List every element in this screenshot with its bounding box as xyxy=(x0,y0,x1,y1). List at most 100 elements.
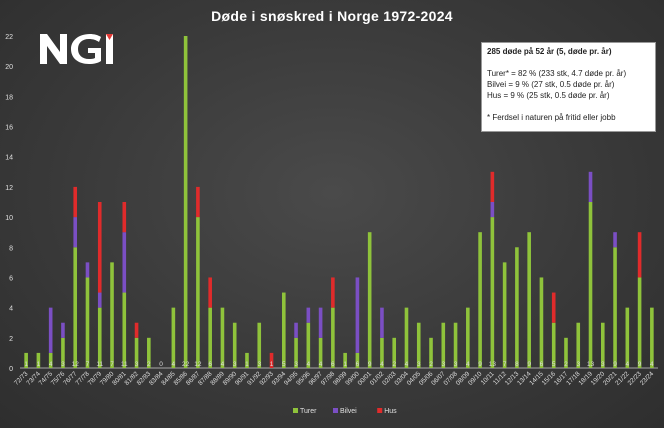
bar-segment-turer xyxy=(343,352,347,368)
y-tick-label: 20 xyxy=(5,64,13,71)
bar-segment-turer xyxy=(48,352,53,368)
bar-total-label: 0 xyxy=(159,361,163,368)
y-tick-label: 8 xyxy=(9,245,13,252)
bar-segment-turer xyxy=(36,352,41,368)
bar-segment-turer xyxy=(97,307,102,368)
bar-total-label: 4 xyxy=(650,361,654,368)
bar-total-label: 4 xyxy=(172,361,176,368)
y-tick-label: 6 xyxy=(9,275,13,282)
bar-total-label: 6 xyxy=(331,361,335,368)
bar-segment-turer xyxy=(147,337,151,368)
legend-swatch-bilvei xyxy=(333,408,338,413)
bar-total-label: 3 xyxy=(441,361,445,368)
bar-segment-turer xyxy=(232,322,237,368)
bar-total-label: 3 xyxy=(417,361,421,368)
bar-segment-bilvei xyxy=(73,217,78,248)
bar-total-label: 3 xyxy=(576,361,580,368)
bar-segment-turer xyxy=(367,232,372,368)
y-tick-label: 2 xyxy=(9,336,13,343)
bar-total-label: 3 xyxy=(454,361,458,368)
bar-total-label: 4 xyxy=(221,361,225,368)
bar-segment-turer xyxy=(110,262,114,368)
bar-segment-turer xyxy=(208,307,212,368)
bar-total-label: 4 xyxy=(626,361,630,368)
bar-total-label: 7 xyxy=(110,361,114,368)
bar-segment-bilvei xyxy=(122,232,127,293)
bar-total-label: 2 xyxy=(147,361,151,368)
bar-total-label: 3 xyxy=(257,361,261,368)
bar-segment-turer xyxy=(588,202,593,368)
bar-total-label: 1 xyxy=(245,361,249,368)
bar-total-label: 9 xyxy=(638,361,642,368)
bar-total-label: 9 xyxy=(527,361,531,368)
bar-segment-turer xyxy=(171,307,176,368)
bar-segment-turer xyxy=(61,337,65,368)
bar-segment-turer xyxy=(196,217,200,368)
bar-segment-bilvei xyxy=(294,322,298,338)
bar-segment-turer xyxy=(73,247,78,368)
bar-total-label: 4 xyxy=(49,361,53,368)
bar-segment-turer xyxy=(355,352,360,368)
bar-segment-turer xyxy=(306,322,311,368)
bar-segment-turer xyxy=(134,337,139,368)
bar-segment-turer xyxy=(625,307,630,368)
bar-segment-turer xyxy=(380,337,384,368)
bar-total-label: 3 xyxy=(233,361,237,368)
ngi-logo xyxy=(40,34,113,64)
y-tick-label: 18 xyxy=(5,94,13,101)
logo-letter-g xyxy=(71,34,101,64)
logo-accent xyxy=(106,34,113,40)
bar-total-label: 13 xyxy=(489,361,497,368)
bar-segment-turer xyxy=(392,337,397,368)
bar-segment-turer xyxy=(318,337,323,368)
bar-segment-turer xyxy=(24,352,28,368)
bar-total-label: 4 xyxy=(307,361,311,368)
bar-segment-bilvei xyxy=(380,307,384,338)
bar-segment-bilvei xyxy=(588,171,593,202)
bar-total-label: 7 xyxy=(503,361,507,368)
info-line-turer: Turer* = 82 % (233 stk, 4.7 døde pr. år) xyxy=(487,69,627,78)
logo-letter-n xyxy=(40,34,67,64)
legend-swatch-hus xyxy=(377,408,383,413)
bar-segment-bilvei xyxy=(490,202,495,218)
bar-segment-bilvei xyxy=(306,307,311,323)
bar-segment-turer xyxy=(637,277,642,368)
bar-segment-turer xyxy=(576,322,581,368)
bar-segment-bilvei xyxy=(97,292,102,308)
bar-total-label: 2 xyxy=(429,361,433,368)
bar-segment-turer xyxy=(220,307,225,368)
bar-total-label: 4 xyxy=(466,361,470,368)
bar-total-label: 6 xyxy=(356,361,360,368)
bar-segment-turer xyxy=(281,292,286,368)
logo-letter-i xyxy=(106,34,113,64)
info-line-bilvei: Bilvei = 9 % (27 stk, 0.5 døde pr. år) xyxy=(487,80,615,89)
y-tick-label: 16 xyxy=(5,125,13,132)
bar-total-label: 12 xyxy=(72,361,80,368)
bar-segment-turer xyxy=(650,307,654,368)
bar-segment-turer xyxy=(527,232,531,368)
bar-segment-turer xyxy=(294,337,298,368)
y-tick-label: 10 xyxy=(5,215,13,222)
bar-segment-hus xyxy=(134,322,139,338)
y-tick-label: 12 xyxy=(5,185,13,192)
bar-total-label: 4 xyxy=(319,361,323,368)
info-box: 285 døde på 52 år (5, døde pr. år) Turer… xyxy=(481,42,656,132)
bar-total-label: 9 xyxy=(368,361,372,368)
bar-total-label: 6 xyxy=(540,361,544,368)
bar-total-label: 1 xyxy=(37,361,41,368)
bar-total-label: 3 xyxy=(135,361,139,368)
legend-label-turer: Turer xyxy=(300,408,317,415)
bar-total-label: 2 xyxy=(392,361,396,368)
bar-segment-bilvei xyxy=(61,322,65,338)
bar-segment-turer xyxy=(539,277,544,368)
bar-total-label: 22 xyxy=(182,361,190,368)
bar-total-label: 3 xyxy=(61,361,65,368)
bar-total-label: 9 xyxy=(478,361,482,368)
bar-segment-turer xyxy=(453,322,458,368)
bar-segment-bilvei xyxy=(613,232,617,248)
chart-title: Døde i snøskred i Norge 1972-2024 xyxy=(211,8,453,24)
bar-segment-hus xyxy=(637,232,642,278)
bar-total-label: 3 xyxy=(294,361,298,368)
legend-label-bilvei: Bilvei xyxy=(340,408,357,415)
bar-segment-hus xyxy=(122,202,127,233)
